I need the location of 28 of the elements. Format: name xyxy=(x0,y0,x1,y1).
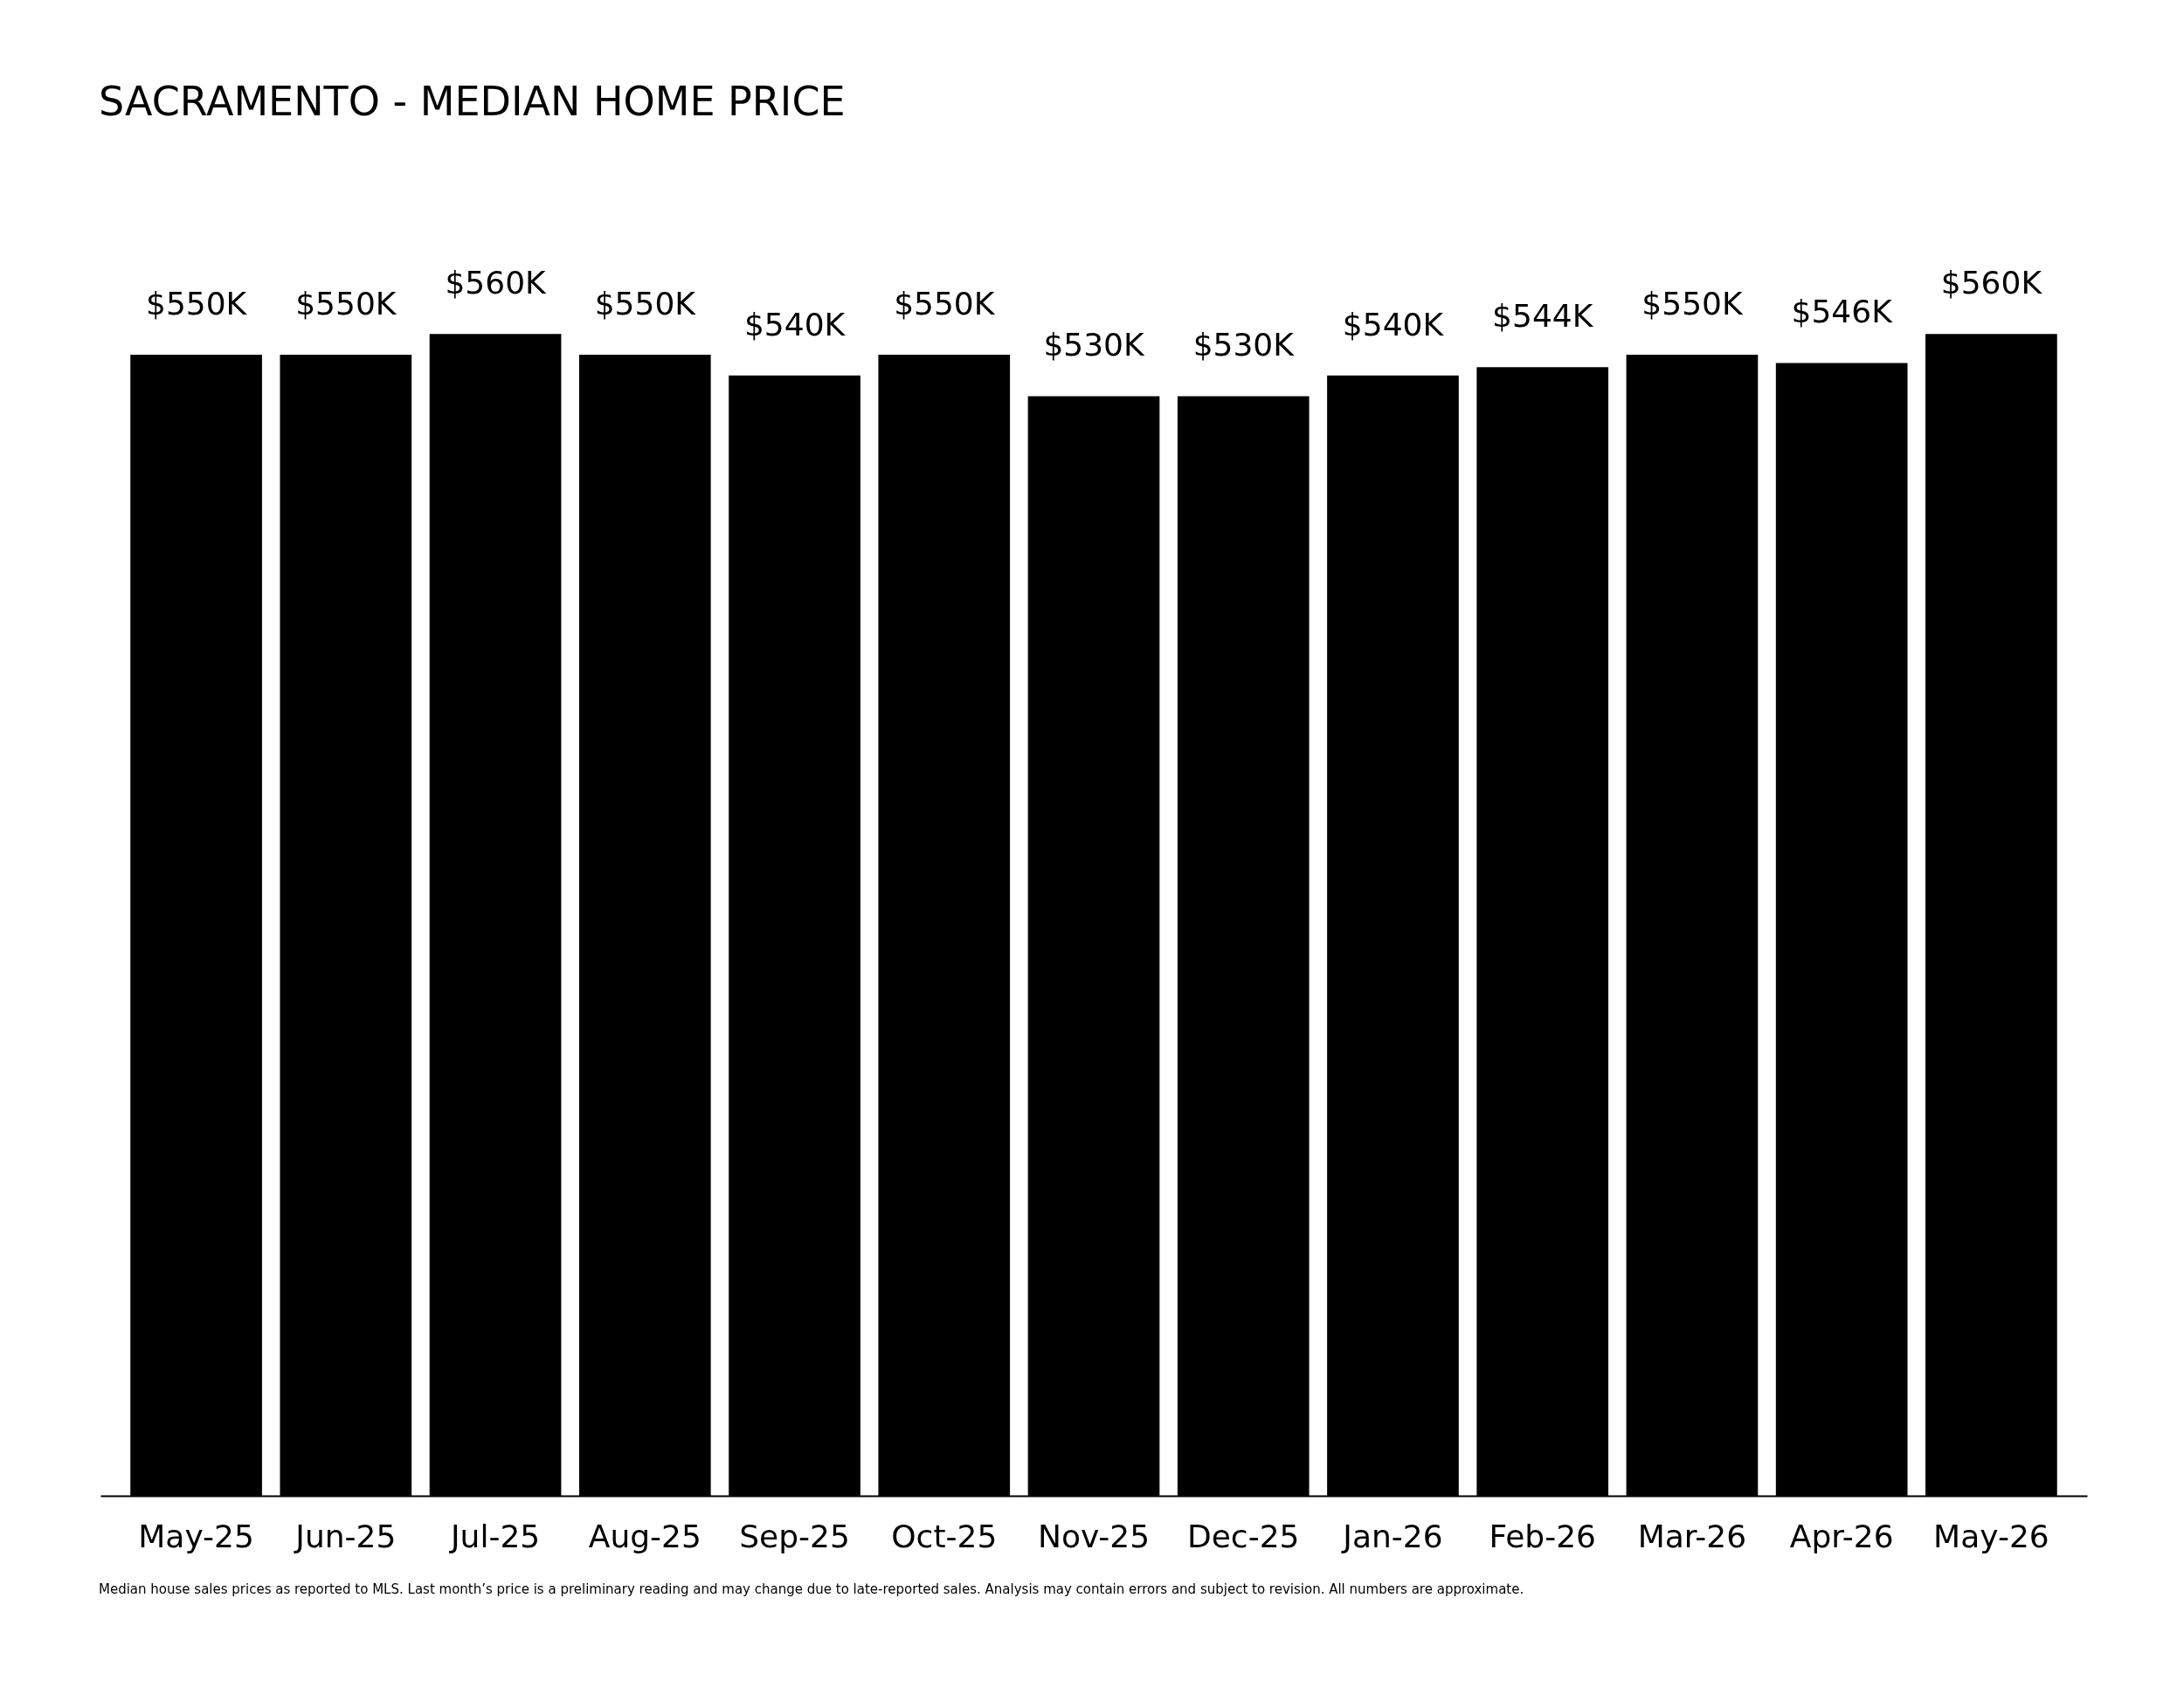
x-tick-label: Apr-26 xyxy=(1789,1518,1894,1554)
data-label: $550K xyxy=(295,285,397,322)
data-label: $544K xyxy=(1492,298,1594,335)
data-label: $530K xyxy=(1043,327,1145,363)
text: Median house sales prices as reported to MLS. Last month’s price is a preliminary reading and may change due to late-reported sales. Analysis may contain errors and subject to revision. All numbers are approximate. xyxy=(99,1581,1524,1597)
data-label: $550K xyxy=(594,285,697,322)
data-label: $560K xyxy=(1940,265,2043,301)
data-label: $540K xyxy=(1342,306,1445,342)
x-tick-label: Dec-25 xyxy=(1187,1518,1300,1554)
x-tick-label: Mar-26 xyxy=(1637,1518,1747,1554)
x-tick-label: Sep-25 xyxy=(739,1518,850,1554)
data-label: $550K xyxy=(145,285,248,322)
chart-title: SACRAMENTO - MEDIAN HOME PRICE xyxy=(99,78,846,125)
data-label: $530K xyxy=(1192,327,1296,363)
x-tick-label: Jan-26 xyxy=(1341,1518,1443,1554)
x-tick-label: Jul-25 xyxy=(448,1518,541,1554)
x-tick-label: Oct-25 xyxy=(891,1518,998,1554)
x-tick-label: May-25 xyxy=(138,1518,254,1554)
x-tick-label: Aug-25 xyxy=(588,1518,702,1554)
x-tick-label: Jun-25 xyxy=(294,1518,397,1554)
data-label: $546K xyxy=(1791,294,1894,330)
x-tick-label: May-26 xyxy=(1933,1518,2049,1554)
data-label: $550K xyxy=(1641,285,1744,322)
data-label: $550K xyxy=(894,285,996,322)
data-label: $540K xyxy=(743,306,847,342)
data-label: $560K xyxy=(445,265,548,301)
x-tick-label: Feb-26 xyxy=(1489,1518,1596,1554)
x-tick-label: Nov-25 xyxy=(1037,1518,1151,1554)
